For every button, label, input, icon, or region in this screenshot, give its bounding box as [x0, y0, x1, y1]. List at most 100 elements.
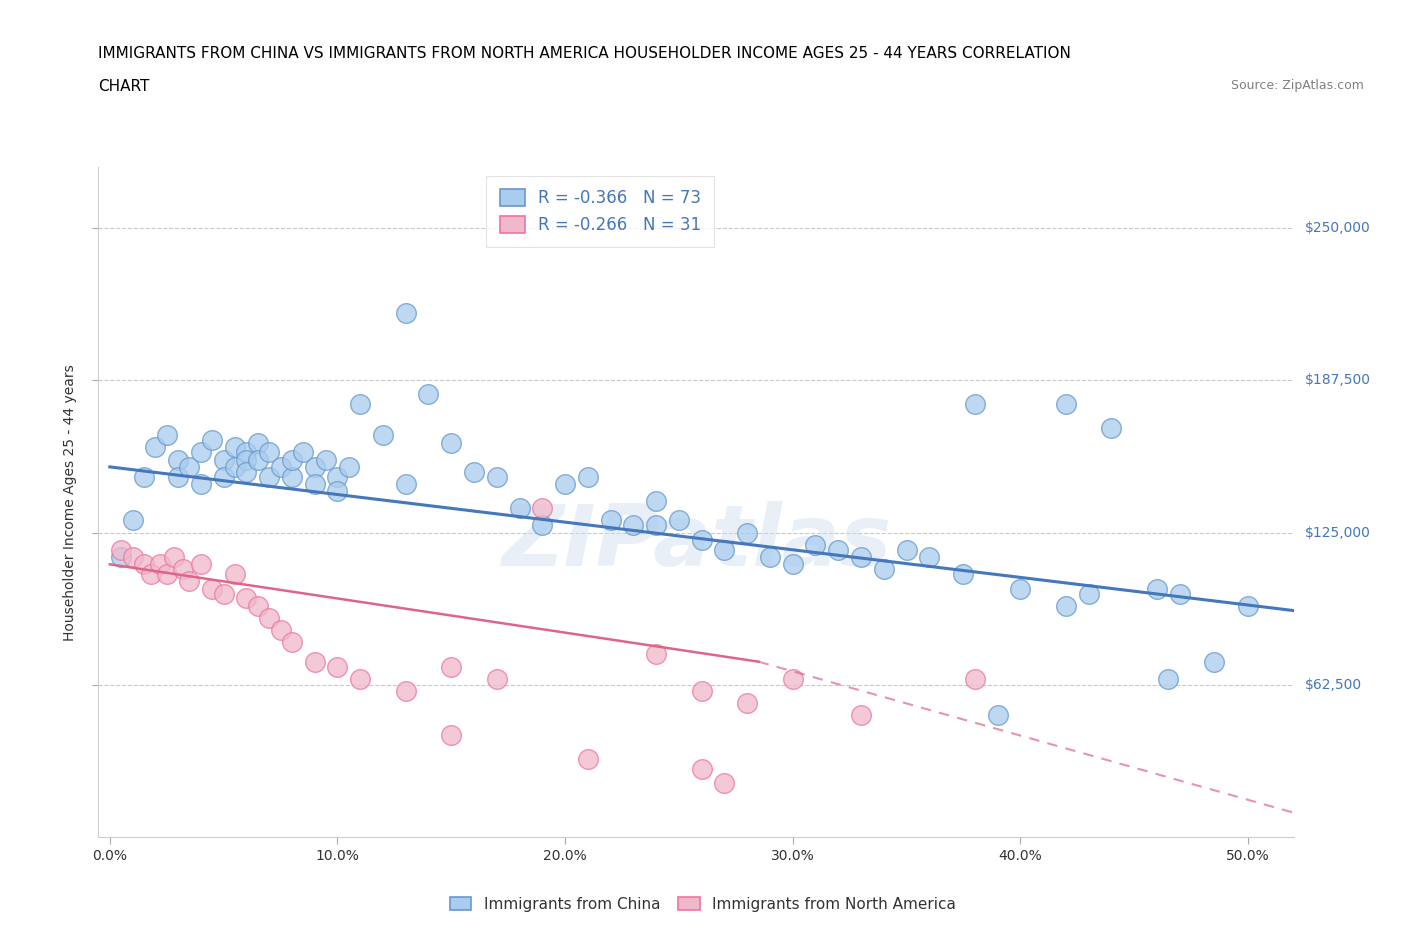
Point: [987, 708, 1010, 723]
Text: ZIPatlas: ZIPatlas: [501, 501, 891, 584]
Point: [713, 542, 735, 557]
Point: [162, 550, 184, 565]
Point: [212, 452, 235, 467]
Point: [201, 432, 224, 447]
Point: [110, 542, 132, 557]
Point: [735, 525, 758, 540]
Point: [1202, 654, 1225, 669]
Point: [235, 452, 257, 467]
Point: [440, 659, 463, 674]
Point: [782, 557, 804, 572]
Point: [952, 566, 974, 581]
Point: [1010, 581, 1032, 596]
Point: [121, 513, 143, 528]
Point: [167, 470, 190, 485]
Legend: R = -0.366   N = 73, R = -0.266   N = 31: R = -0.366 N = 73, R = -0.266 N = 31: [486, 176, 714, 247]
Point: [1157, 671, 1180, 686]
Point: [849, 550, 872, 565]
Point: [190, 557, 212, 572]
Point: [326, 484, 349, 498]
Point: [349, 396, 371, 411]
Point: [395, 476, 418, 491]
Point: [235, 445, 257, 459]
Point: [212, 586, 235, 601]
Y-axis label: Householder Income Ages 25 - 44 years: Householder Income Ages 25 - 44 years: [63, 364, 77, 641]
Point: [713, 776, 735, 790]
Point: [463, 464, 485, 479]
Point: [121, 550, 143, 565]
Point: [759, 550, 782, 565]
Point: [156, 428, 179, 443]
Point: [690, 684, 713, 698]
Point: [326, 659, 349, 674]
Point: [167, 452, 190, 467]
Point: [235, 464, 257, 479]
Point: [212, 470, 235, 485]
Point: [224, 440, 246, 455]
Point: [554, 476, 576, 491]
Text: IMMIGRANTS FROM CHINA VS IMMIGRANTS FROM NORTH AMERICA HOUSEHOLDER INCOME AGES 2: IMMIGRANTS FROM CHINA VS IMMIGRANTS FROM…: [98, 46, 1071, 61]
Point: [873, 562, 896, 577]
Point: [257, 445, 280, 459]
Point: [485, 470, 508, 485]
Point: [132, 470, 155, 485]
Point: [621, 518, 644, 533]
Point: [485, 671, 508, 686]
Point: [1168, 586, 1191, 601]
Point: [110, 550, 132, 565]
Legend: Immigrants from China, Immigrants from North America: Immigrants from China, Immigrants from N…: [444, 890, 962, 918]
Point: [782, 671, 804, 686]
Point: [281, 635, 304, 650]
Point: [440, 435, 463, 450]
Point: [270, 622, 292, 637]
Point: [257, 610, 280, 625]
Point: [509, 501, 531, 516]
Point: [224, 459, 246, 474]
Point: [963, 396, 986, 411]
Point: [668, 513, 690, 528]
Point: [1237, 598, 1260, 613]
Point: [827, 542, 849, 557]
Point: [1054, 396, 1077, 411]
Point: [292, 445, 315, 459]
Point: [576, 470, 599, 485]
Point: [315, 452, 337, 467]
Point: [1099, 420, 1122, 435]
Point: [190, 445, 212, 459]
Text: $250,000: $250,000: [1305, 221, 1371, 235]
Point: [257, 470, 280, 485]
Point: [645, 494, 668, 509]
Point: [179, 459, 201, 474]
Point: [645, 518, 668, 533]
Point: [918, 550, 941, 565]
Point: [235, 591, 257, 605]
Point: [1146, 581, 1168, 596]
Point: [576, 751, 599, 766]
Point: [281, 452, 304, 467]
Text: $187,500: $187,500: [1305, 374, 1371, 388]
Point: [371, 428, 394, 443]
Point: [690, 533, 713, 548]
Point: [132, 557, 155, 572]
Point: [281, 470, 304, 485]
Point: [139, 566, 162, 581]
Point: [645, 647, 668, 662]
Point: [735, 696, 758, 711]
Point: [418, 386, 440, 401]
Point: [1077, 586, 1099, 601]
Text: Source: ZipAtlas.com: Source: ZipAtlas.com: [1230, 79, 1364, 92]
Point: [326, 470, 349, 485]
Point: [896, 542, 918, 557]
Point: [304, 654, 326, 669]
Point: [246, 452, 269, 467]
Point: [246, 598, 269, 613]
Point: [246, 435, 269, 450]
Point: [304, 476, 326, 491]
Point: [395, 684, 418, 698]
Point: [224, 566, 246, 581]
Point: [1054, 598, 1077, 613]
Text: CHART: CHART: [98, 79, 150, 94]
Point: [349, 671, 371, 686]
Point: [179, 574, 201, 589]
Point: [337, 459, 360, 474]
